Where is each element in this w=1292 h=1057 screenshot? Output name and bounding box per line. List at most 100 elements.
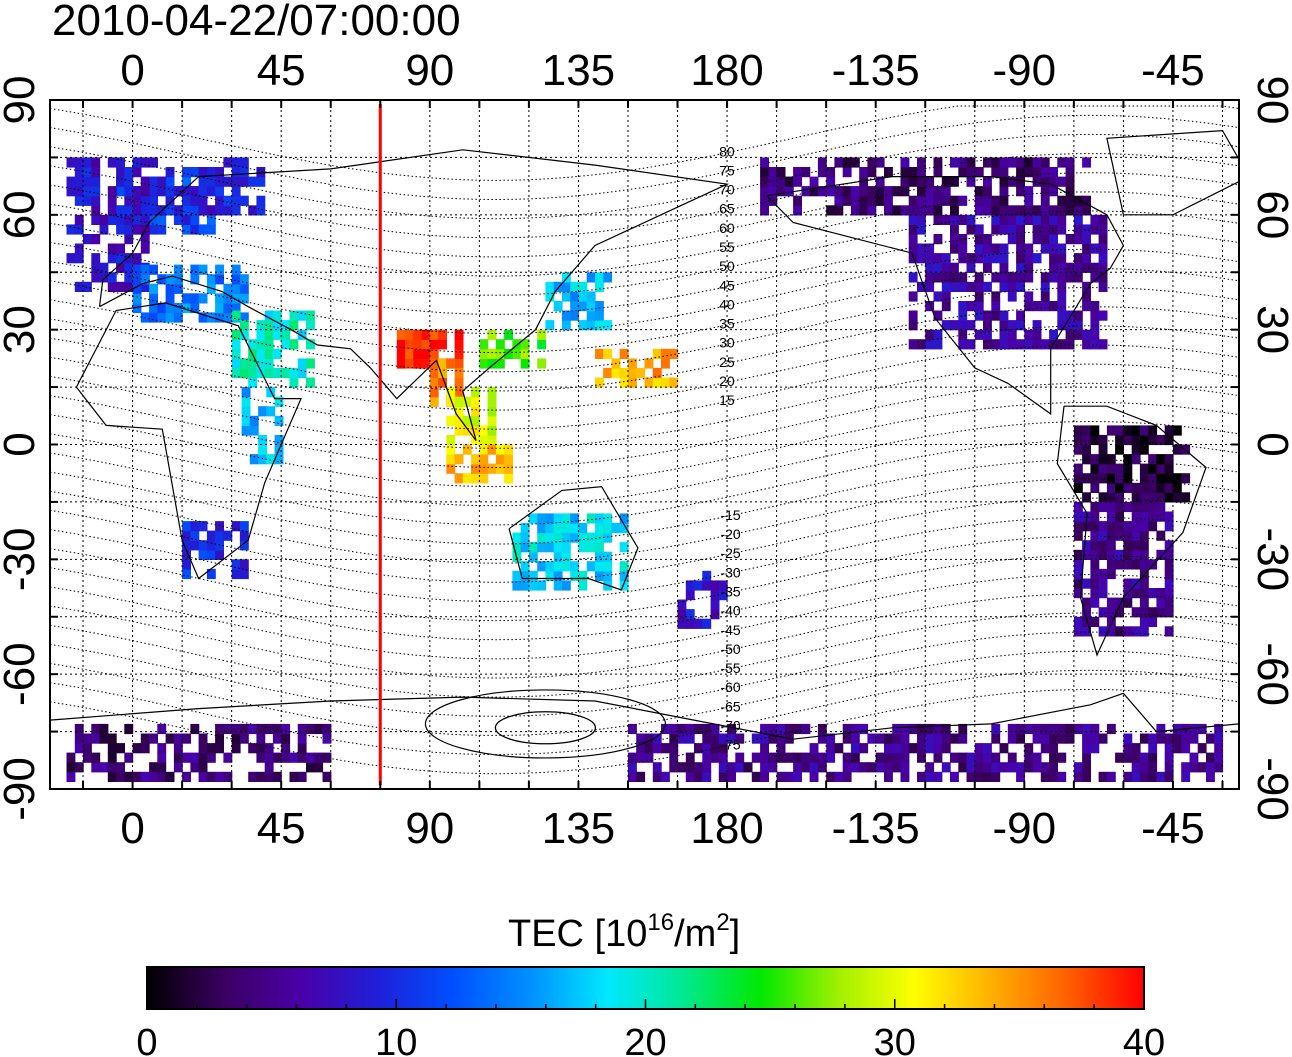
tec-cell [628,367,637,379]
tec-cell [1098,272,1108,283]
tec-cell [809,752,819,763]
tec-cell [908,195,918,206]
tec-cell [1148,559,1158,570]
tec-cell [974,243,984,254]
lon-tick-label-bottom: -135 [832,804,920,853]
tec-cell [661,377,670,388]
tec-cell [974,186,984,197]
tec-cell [1082,291,1091,302]
tec-cell [958,253,968,264]
tec-cell [289,320,299,331]
tec-cell [83,234,92,245]
tec-cell [611,523,621,534]
tec-cell [446,444,456,455]
tec-cell [74,253,84,264]
tec-cell [950,214,959,225]
tec-cell [694,771,703,782]
tec-cell [941,291,951,302]
tec-cell [429,377,439,388]
tec-cell [917,281,926,292]
tec-cell [561,320,571,331]
tec-cell [1090,616,1100,627]
tec-cell [1007,723,1017,735]
tec-cell [570,301,580,312]
tec-cell [751,733,761,744]
tec-cell [1156,771,1166,782]
tec-cell [215,733,224,744]
tec-cell [760,157,769,168]
tec-cell [306,339,315,350]
tec-cell [553,542,563,553]
tec-cell [1065,320,1075,331]
tec-cell [107,272,117,283]
tec-cell [190,264,200,275]
tec-cell [694,723,703,735]
tec-cell [1082,195,1091,206]
tec-cell [182,752,191,763]
tec-cell [149,264,158,275]
tec-cell [231,310,241,321]
tec-cell [966,157,976,168]
tec-cell [173,214,183,225]
contour-line [50,688,1239,775]
tec-cell [727,733,736,744]
tec-cell [1090,473,1100,484]
tec-cell [768,195,778,206]
tec-cell [908,167,918,178]
tec-cell [173,733,183,744]
tec-cell [1016,262,1025,273]
tec-cell [644,743,654,754]
tec-cell [644,358,654,369]
tec-cell [1024,291,1034,302]
colorbar-title: TEC [1016/m2] [508,909,740,955]
tec-cell [636,367,646,379]
tec-cell [917,771,926,782]
tec-cell [1106,559,1116,570]
tec-cell [999,320,1009,331]
tec-cell [1139,521,1149,532]
tec-cell [1057,281,1067,292]
tec-data-layer [66,157,1224,782]
tec-cell [66,771,76,782]
tec-cell [760,205,769,216]
tec-cell [1156,511,1166,522]
tec-cell [165,302,175,314]
coastline-north-america [766,176,1125,416]
tec-cell [966,176,976,187]
tec-cell [884,752,893,763]
tec-cell [1024,205,1034,216]
tec-cell [223,293,233,304]
tec-cell [983,752,992,763]
tec-cell [1098,214,1108,225]
tec-cell [702,618,712,629]
tec-cell [149,186,158,197]
tec-cell [950,195,959,206]
tec-cell [917,253,926,264]
tec-cell [908,320,918,331]
tec-cell [925,176,935,187]
tec-cell [1106,521,1116,532]
tec-cell [462,444,472,455]
tec-cell [570,281,580,292]
tec-cell [1131,549,1141,560]
tec-cell [206,540,216,551]
tec-region-scandinavia [149,157,266,216]
tec-cell [908,214,918,225]
tec-cell [1024,243,1034,254]
tec-cell [1090,482,1100,493]
tec-cell [842,167,852,178]
tec-cell [1049,176,1058,187]
tec-cell [149,205,158,216]
lat-tick-label-left: 0 [0,432,44,456]
tec-cell [314,723,324,735]
tec-cell [1082,339,1091,350]
tec-cell [1065,723,1075,735]
tec-cell [239,195,249,206]
tec-cell [1123,454,1133,465]
tec-cell [1049,771,1058,782]
tec-cell [124,752,134,763]
tec-cell [165,733,175,744]
tec-cell [991,243,1001,254]
tec-cell [264,771,274,782]
tec-cell [826,167,836,178]
